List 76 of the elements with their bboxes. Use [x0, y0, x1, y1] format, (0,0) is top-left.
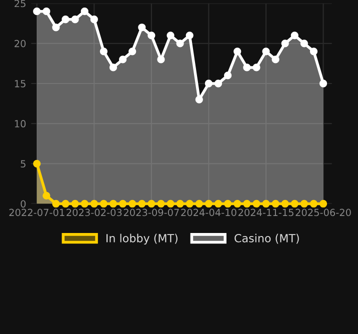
point	[186, 32, 194, 40]
point	[310, 48, 318, 56]
point	[157, 200, 165, 208]
point	[252, 64, 260, 72]
point	[176, 200, 184, 208]
point	[243, 200, 251, 208]
point	[300, 40, 308, 48]
point	[300, 200, 308, 208]
point	[195, 200, 203, 208]
point	[204, 80, 213, 88]
point	[148, 32, 156, 40]
x-tick-label: 2022-07-01	[9, 208, 64, 216]
point	[128, 200, 136, 208]
point	[214, 80, 222, 88]
point	[80, 200, 88, 208]
point	[42, 192, 50, 200]
point	[195, 96, 203, 104]
point	[319, 80, 328, 88]
point	[148, 200, 156, 208]
point	[176, 40, 184, 48]
point	[118, 56, 127, 64]
legend-label: Casino (MT)	[234, 234, 299, 244]
point	[186, 200, 194, 208]
point	[128, 48, 136, 56]
point	[281, 200, 289, 208]
point	[234, 200, 242, 208]
point	[290, 32, 298, 40]
point	[224, 200, 232, 208]
x-tick-label: 2024-11-15	[238, 208, 294, 216]
point	[138, 200, 146, 208]
y-tick-label: 0	[20, 200, 26, 208]
point	[90, 200, 98, 208]
point	[109, 64, 118, 72]
point	[290, 200, 298, 208]
point	[262, 48, 270, 56]
point	[90, 16, 98, 24]
point	[71, 200, 79, 208]
point	[71, 16, 79, 24]
point	[204, 200, 213, 208]
point	[234, 48, 242, 56]
point	[62, 16, 70, 24]
point	[224, 72, 232, 80]
point	[214, 200, 222, 208]
point	[262, 200, 270, 208]
point	[33, 8, 41, 16]
point	[80, 8, 88, 16]
point	[109, 200, 118, 208]
point	[310, 200, 318, 208]
y-tick-label: 25	[14, 0, 26, 8]
x-tick-label: 2023-02-03	[66, 208, 122, 216]
point	[272, 56, 280, 64]
y-tick-label: 20	[14, 40, 26, 48]
point	[157, 56, 165, 64]
point	[166, 200, 174, 208]
point	[319, 200, 328, 208]
point	[252, 200, 260, 208]
x-tick-label: 2025-06-20	[296, 208, 351, 216]
y-tick-label: 10	[14, 120, 26, 128]
point	[52, 24, 60, 32]
point	[42, 8, 50, 16]
point	[166, 32, 174, 40]
point	[100, 200, 108, 208]
point	[138, 24, 146, 32]
point	[281, 40, 289, 48]
point	[100, 48, 108, 56]
x-tick-label: 2024-04-10	[181, 208, 236, 216]
y-tick-label: 5	[20, 160, 26, 168]
y-tick-label: 15	[14, 80, 26, 88]
point	[33, 160, 41, 168]
point	[52, 200, 60, 208]
point	[62, 200, 70, 208]
point	[118, 200, 127, 208]
legend-label: In lobby (MT)	[106, 234, 178, 245]
point	[272, 200, 280, 208]
x-tick-label: 2023-09-07	[124, 208, 179, 216]
point	[243, 64, 251, 72]
